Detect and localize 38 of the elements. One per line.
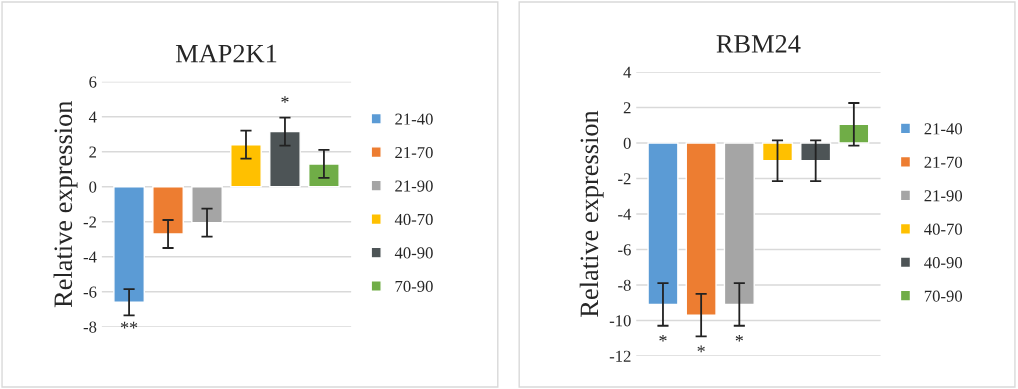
legend-label: 70-90 [395,280,433,293]
legend-label: 40-70 [394,213,433,226]
y-tick-label: 6 [89,76,97,88]
legend-label: 21-70 [924,156,963,168]
y-tick-label: 2 [89,146,97,158]
y-tick-label: 2 [623,102,631,114]
y-tick-label: -4 [618,208,632,220]
y-tick-label: -8 [618,279,631,291]
legend-label: 70-90 [924,290,963,302]
legend-label: 21-40 [395,113,433,125]
chart-title: RBM24 [716,35,801,53]
legend-label: 21-70 [395,146,433,159]
legend-label: 40-90 [924,257,963,269]
y-axis-title: Relative expression [579,110,604,317]
y-tick-label: -4 [83,251,97,263]
annotation: * [735,334,743,342]
y-tick-label: 4 [88,111,97,123]
y-tick-label: -2 [618,173,631,185]
y-tick-label: -2 [83,216,97,228]
y-tick-label: -6 [83,286,97,298]
y-tick-label: 4 [623,66,632,78]
annotation: ** [120,321,138,329]
legend-label: 21-40 [924,123,963,135]
y-tick-label: -10 [609,315,631,327]
legend-label: 40-90 [394,247,433,259]
y-tick-label: 0 [89,181,97,193]
annotation: * [659,334,667,342]
y-tick-label: 0 [623,137,631,149]
annotation: * [281,96,289,103]
legend-label: 21-90 [924,190,963,202]
y-tick-label: -12 [609,350,631,362]
legend-label: 40-70 [924,223,963,235]
legend-label: 21-90 [395,180,433,192]
chart-title: MAP2K1 [175,44,277,63]
y-axis-title: Relative expression [53,100,78,308]
y-tick-label: -8 [83,321,97,333]
annotation: * [697,345,705,353]
y-tick-label: -6 [618,244,631,256]
